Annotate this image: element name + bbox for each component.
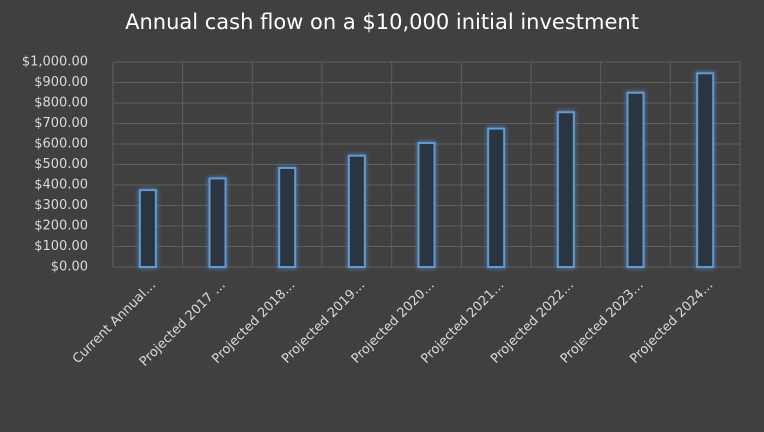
y-tick-label: $100.00 bbox=[34, 239, 88, 254]
y-tick-label: $1,000.00 bbox=[22, 55, 88, 70]
y-tick-label: $200.00 bbox=[34, 219, 88, 234]
bar bbox=[487, 127, 506, 268]
bar bbox=[347, 154, 366, 268]
y-tick-label: $600.00 bbox=[34, 137, 88, 152]
bar bbox=[208, 177, 227, 268]
bar bbox=[626, 91, 645, 268]
y-tick-label: $500.00 bbox=[34, 157, 88, 172]
y-tick-label: $400.00 bbox=[34, 178, 88, 193]
bar bbox=[417, 141, 436, 269]
bar bbox=[556, 111, 575, 268]
chart-title: Annual cash flow on a $10,000 initial in… bbox=[125, 10, 639, 34]
y-tick-label: $300.00 bbox=[34, 198, 88, 213]
bar bbox=[138, 189, 157, 268]
y-tick-label: $0.00 bbox=[51, 260, 88, 275]
y-tick-label: $800.00 bbox=[34, 96, 88, 111]
y-tick-label: $900.00 bbox=[34, 75, 88, 90]
bar bbox=[278, 166, 297, 268]
y-tick-label: $700.00 bbox=[34, 116, 88, 131]
bar bbox=[696, 72, 715, 269]
